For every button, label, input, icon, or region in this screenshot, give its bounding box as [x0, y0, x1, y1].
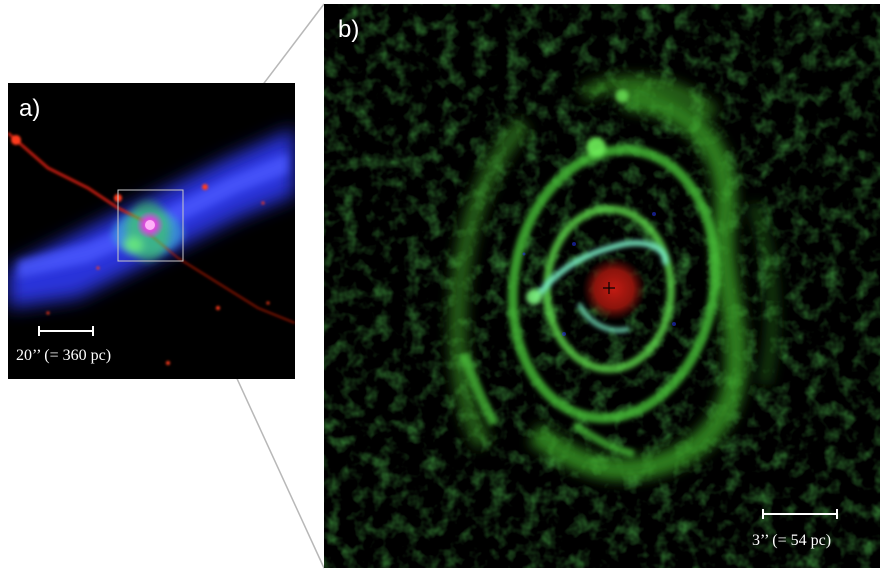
scale-bar-a	[38, 326, 94, 336]
scale-bar-b	[762, 509, 838, 519]
nucleus-cross-marker	[603, 282, 615, 294]
zoom-region-box	[117, 189, 184, 262]
scale-text-a: 20’’ (= 360 pc)	[16, 347, 112, 364]
scale-text-b: 3’’ (= 54 pc)	[752, 532, 832, 549]
panel-b-image	[324, 4, 880, 568]
panel-a-image	[8, 83, 295, 379]
inner-ring	[459, 89, 721, 458]
blue-speckles	[522, 212, 676, 336]
panel-a-label: a)	[19, 95, 41, 122]
outer-spiral-arms	[448, 75, 779, 481]
panel-a-wide-field-image: a) 20’’ (= 360 pc)	[8, 83, 295, 379]
red-nucleus	[582, 257, 646, 321]
panel-b-label: b)	[338, 16, 360, 43]
panel-b-zoom-image: b) 3’’ (= 54 pc)	[324, 4, 880, 568]
